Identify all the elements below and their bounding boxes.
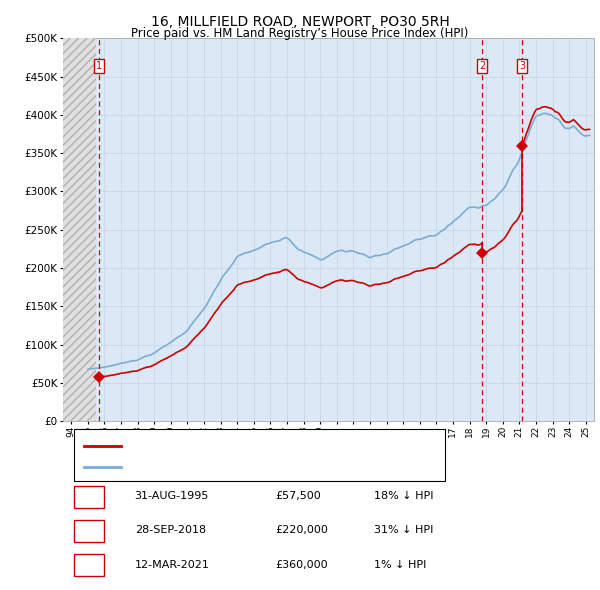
FancyBboxPatch shape [74, 430, 445, 481]
Text: 2: 2 [85, 525, 92, 535]
Text: 31% ↓ HPI: 31% ↓ HPI [374, 525, 433, 535]
Text: HPI: Average price, detached house, Isle of Wight: HPI: Average price, detached house, Isle… [132, 462, 374, 472]
Text: 16, MILLFIELD ROAD, NEWPORT, PO30 5RH (detached house): 16, MILLFIELD ROAD, NEWPORT, PO30 5RH (d… [132, 441, 432, 451]
Text: 1: 1 [86, 491, 92, 501]
FancyBboxPatch shape [74, 486, 104, 507]
Text: 31-AUG-1995: 31-AUG-1995 [134, 491, 209, 501]
Text: 1: 1 [96, 61, 102, 71]
Text: Price paid vs. HM Land Registry’s House Price Index (HPI): Price paid vs. HM Land Registry’s House … [131, 27, 469, 40]
FancyBboxPatch shape [74, 554, 104, 576]
Text: 28-SEP-2018: 28-SEP-2018 [134, 525, 206, 535]
Text: 3: 3 [86, 559, 92, 569]
Text: £57,500: £57,500 [275, 491, 321, 501]
Text: 12-MAR-2021: 12-MAR-2021 [134, 559, 209, 569]
Text: 1% ↓ HPI: 1% ↓ HPI [374, 559, 426, 569]
Text: 16, MILLFIELD ROAD, NEWPORT, PO30 5RH: 16, MILLFIELD ROAD, NEWPORT, PO30 5RH [151, 15, 449, 29]
Text: 3: 3 [520, 61, 526, 71]
Bar [63, 38, 96, 421]
Text: £360,000: £360,000 [275, 559, 328, 569]
Text: 2: 2 [479, 61, 485, 71]
FancyBboxPatch shape [74, 520, 104, 542]
Text: 18% ↓ HPI: 18% ↓ HPI [374, 491, 433, 501]
Text: £220,000: £220,000 [275, 525, 328, 535]
